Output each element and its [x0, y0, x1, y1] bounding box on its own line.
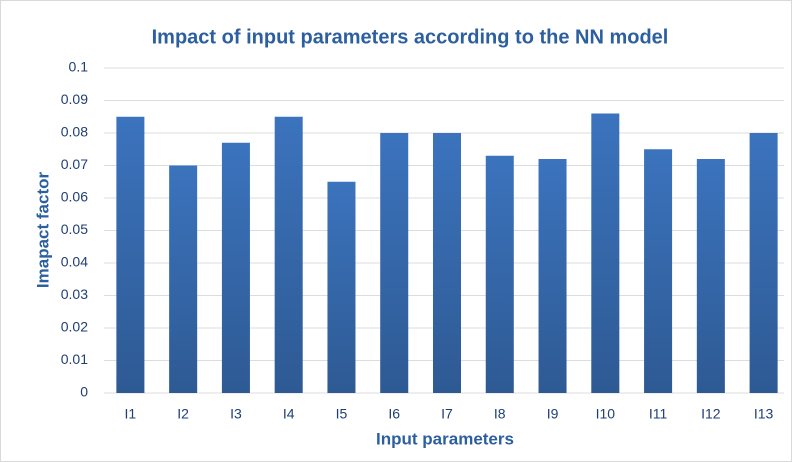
x-tick-label: I2 [177, 406, 189, 422]
x-tick-label: I4 [283, 406, 295, 422]
y-tick-label: 0.01 [61, 351, 88, 367]
bar [327, 181, 356, 393]
x-tick-label: I8 [494, 406, 506, 422]
x-tick-label: I10 [596, 406, 616, 422]
bar [749, 133, 778, 393]
x-tick-label: I3 [230, 406, 242, 422]
y-tick-label: 0.05 [61, 221, 88, 237]
y-tick-label: 0.03 [61, 286, 88, 302]
bar [433, 133, 461, 393]
bar [644, 149, 673, 393]
x-tick-label: I9 [547, 406, 559, 422]
bar [116, 116, 145, 393]
x-tick-label: I5 [336, 406, 348, 422]
x-tick-label: I12 [701, 406, 721, 422]
y-tick-label: 0.02 [61, 319, 88, 335]
y-tick-label: 0.04 [61, 254, 88, 270]
bar [380, 133, 409, 393]
bar [274, 116, 303, 393]
y-tick-label: 0.09 [61, 91, 88, 107]
bar [485, 155, 514, 393]
x-axis-label: Input parameters [376, 429, 514, 448]
x-tick-label: I7 [441, 406, 453, 422]
bar [221, 142, 250, 393]
y-tick-label: 0.1 [69, 59, 89, 75]
y-tick-label: 0.07 [61, 156, 88, 172]
y-axis-label: Imapact factor [33, 172, 52, 289]
chart-title: Impact of input parameters according to … [152, 26, 669, 48]
x-tick-label: I1 [125, 406, 137, 422]
x-tick-label: I11 [649, 406, 668, 422]
x-tick-label: I6 [388, 406, 400, 422]
y-tick-label: 0.08 [61, 124, 88, 140]
bar [591, 113, 620, 393]
bar [169, 165, 198, 393]
x-tick-label: I13 [754, 406, 774, 422]
y-tick-label: 0 [80, 384, 88, 400]
bar [696, 159, 725, 393]
bar [538, 159, 567, 393]
y-tick-label: 0.06 [61, 189, 88, 205]
